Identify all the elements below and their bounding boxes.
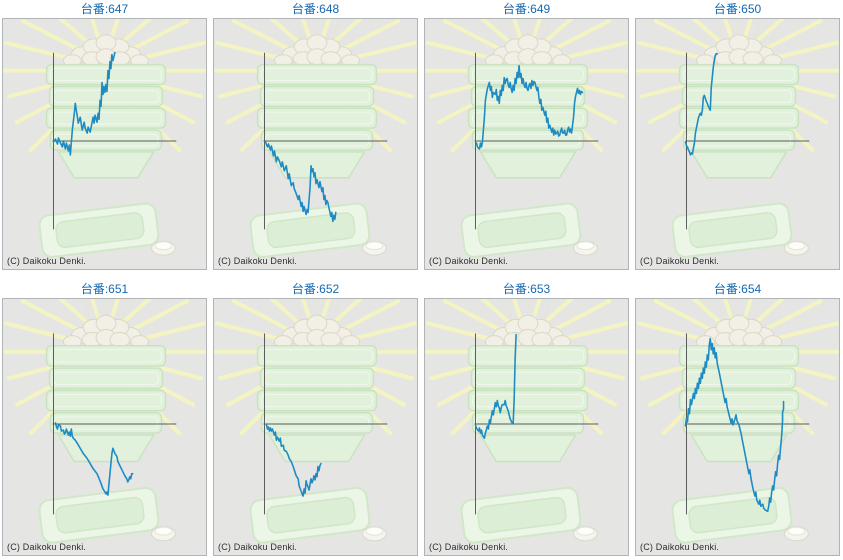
chart-panel[interactable]: (C) Daikoku Denki. [424,298,629,556]
trend-line [264,141,337,223]
slump-graph [684,333,810,515]
panel-title: 台番:654 [713,282,762,296]
copyright-label: (C) Daikoku Denki. [640,542,720,552]
chart-cell-650: 台番:650 (C) Daikoku Denki. [635,2,840,270]
slump-graph [263,52,388,230]
slump-graph [263,333,388,515]
chart-panel[interactable]: (C) Daikoku Denki. [2,18,207,270]
chart-panel[interactable]: (C) Daikoku Denki. [424,18,629,270]
panel-title: 台番:648 [291,2,340,16]
slump-graph [474,333,599,515]
trend-line [475,64,584,150]
slump-graph [474,52,599,230]
copyright-label: (C) Daikoku Denki. [218,256,298,266]
chart-panel[interactable]: (C) Daikoku Denki. [635,18,840,270]
chart-cell-651: 台番:651 (C) Daikoku Denki. [2,282,207,556]
slump-graph [52,333,177,515]
chart-cell-647: 台番:647 (C) Daikoku Denki. [2,2,207,270]
trend-line [684,52,718,156]
panel-title: 台番:650 [713,2,762,16]
chart-cell-654: 台番:654 (C) Daikoku Denki. [635,282,840,556]
trend-line [54,422,134,496]
chart-panel[interactable]: (C) Daikoku Denki. [635,298,840,556]
chart-panel[interactable]: (C) Daikoku Denki. [213,18,418,270]
slump-graph [52,51,177,230]
trend-line [52,51,116,156]
panel-title: 台番:649 [502,2,551,16]
slump-graph [684,52,810,230]
copyright-label: (C) Daikoku Denki. [7,256,87,266]
copyright-label: (C) Daikoku Denki. [640,256,720,266]
trend-line [684,337,785,513]
chart-cell-653: 台番:653 (C) Daikoku Denki. [424,282,629,556]
copyright-label: (C) Daikoku Denki. [7,542,87,552]
chart-cell-649: 台番:649 (C) Daikoku Denki. [424,2,629,270]
panel-title: 台番:647 [80,2,129,16]
chart-cell-652: 台番:652 (C) Daikoku Denki. [213,282,418,556]
chart-panel[interactable]: (C) Daikoku Denki. [2,298,207,556]
trend-line [265,424,322,497]
chart-panel[interactable]: (C) Daikoku Denki. [213,298,418,556]
panel-title: 台番:653 [502,282,551,296]
trend-line [474,333,517,439]
panel-title: 台番:651 [80,282,129,296]
copyright-label: (C) Daikoku Denki. [429,542,509,552]
copyright-label: (C) Daikoku Denki. [429,256,509,266]
copyright-label: (C) Daikoku Denki. [218,542,298,552]
chart-cell-648: 台番:648 (C) Daikoku Denki. [213,2,418,270]
panel-title: 台番:652 [291,282,340,296]
